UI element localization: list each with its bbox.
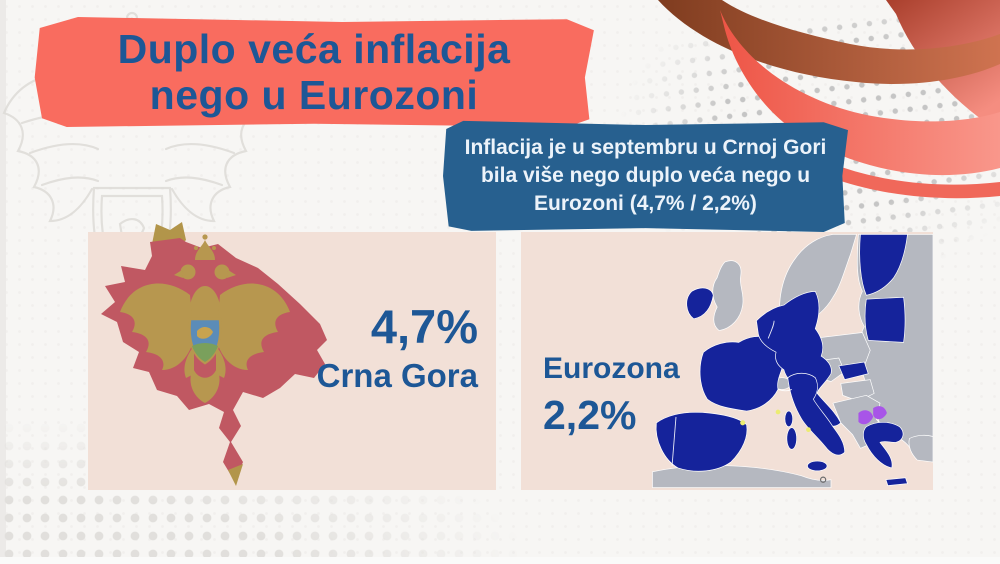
callout-line-1: Inflacija je u septembru u Crnoj Gori bbox=[464, 136, 827, 159]
microstate-markers bbox=[740, 409, 827, 483]
montenegro-map bbox=[101, 222, 327, 486]
montenegro-stats: 4,7% Crna Gora bbox=[317, 300, 478, 398]
montenegro-inflation-value: 4,7% bbox=[370, 300, 478, 353]
callout-line-3: Eurozoni (4,7% / 2,2%) bbox=[534, 192, 757, 215]
montenegro-label: Crna Gora bbox=[316, 357, 478, 394]
eurozone-label: Eurozona bbox=[543, 352, 680, 385]
page-title-line-2: nego u Eurozoni bbox=[149, 72, 479, 118]
callout-line-2: bila više nego duplo veća nego u bbox=[480, 164, 811, 187]
eurozone-stats: Eurozona 2,2% bbox=[543, 348, 680, 440]
page-title-line-1: Duplo veća inflacija bbox=[117, 26, 511, 72]
title-banner: Duplo veća inflacija nego u Eurozoni bbox=[34, 17, 594, 127]
eurozone-inflation-value: 2,2% bbox=[543, 392, 637, 438]
eurozone-panel: Eurozona 2,2% bbox=[521, 232, 933, 490]
bottom-edge-strip bbox=[0, 557, 1000, 564]
callout-banner: Inflacija je u septembru u Crnoj Gori bi… bbox=[443, 120, 848, 232]
ribbon-swoosh-decoration bbox=[658, 0, 1000, 199]
montenegro-panel: 4,7% Crna Gora bbox=[88, 222, 496, 490]
left-edge-strip bbox=[0, 0, 6, 564]
eurozone-map bbox=[652, 234, 933, 488]
